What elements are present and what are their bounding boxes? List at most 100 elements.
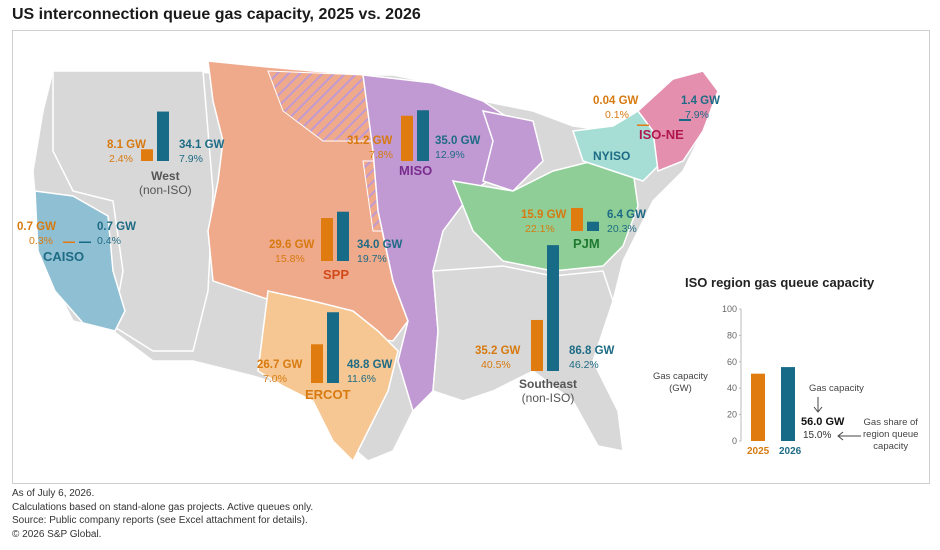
us-map: [13, 31, 929, 483]
legend-year-2026: 2026: [779, 446, 802, 457]
legend-arrow-capacity: [813, 397, 823, 413]
miso-pct-2026: 12.9%: [435, 149, 465, 161]
ercot-gw-2026: 48.8 GW: [347, 359, 393, 371]
spp-gw-2025: 29.6 GW: [269, 239, 315, 251]
west-pct-2025: 2.4%: [109, 153, 133, 165]
spp-gw-2026: 34.0 GW: [357, 239, 403, 251]
southeast-pct-2026: 46.2%: [569, 359, 599, 371]
footer-line-4: © 2026 S&P Global.: [12, 528, 102, 540]
bar-pjm-2025: [571, 207, 583, 231]
west-pct-2026: 7.9%: [179, 153, 203, 165]
map-frame: 8.1 GW 2.4% 34.1 GW 7.9% West (non-ISO) …: [12, 30, 930, 484]
legend-title: ISO region gas queue capacity: [685, 275, 875, 290]
spp-pct-2026: 19.7%: [357, 253, 387, 265]
bar-layer: [63, 110, 691, 383]
footer-line-1: As of July 6, 2026.: [12, 488, 95, 499]
bar-ercot-2025: [311, 344, 323, 383]
bar-caiso-2025: [63, 241, 75, 243]
caiso-gw-2026: 0.7 GW: [97, 221, 136, 233]
bar-nyiso-2025: [637, 124, 649, 126]
region-label-southeast: Southeast (non-ISO): [519, 377, 577, 405]
legend-tick-100: 100: [722, 304, 737, 314]
west-name-line2: (non-ISO): [139, 183, 192, 197]
bar-pjm-2026: [587, 221, 599, 231]
legend-annot-capacity: Gas capacity: [809, 383, 864, 394]
ercot-gw-2025: 26.7 GW: [257, 359, 303, 371]
pjm-gw-2026: 6.4 GW: [607, 209, 646, 221]
miso-gw-2026: 35.0 GW: [435, 135, 481, 147]
southeast-pct-2025: 40.5%: [481, 359, 511, 371]
southeast-gw-2026: 86.8 GW: [569, 345, 615, 357]
west-gw-2025: 8.1 GW: [107, 139, 146, 151]
ercot-pct-2025: 7.0%: [263, 373, 287, 385]
bar-caiso-2026: [79, 241, 91, 243]
caiso-gw-2025: 0.7 GW: [17, 221, 56, 233]
nyiso-pct-2025: 0.1%: [605, 109, 629, 121]
region-west-shape: [52, 70, 214, 352]
footer-line-3: Source: Public company reports (see Exce…: [12, 515, 308, 526]
pjm-gw-2025: 15.9 GW: [521, 209, 567, 221]
legend-axis-title: Gas capacity (GW): [653, 371, 708, 395]
legend-example-gw: 56.0 GW: [801, 416, 845, 428]
legend-annot-share: Gas share of region queue capacity: [863, 417, 918, 453]
isone-gw-2026: 1.4 GW: [681, 95, 720, 107]
legend-tick-0: 0: [732, 436, 737, 446]
legend-bar-2025: [751, 373, 765, 441]
region-isone-shape: [636, 70, 719, 173]
southeast-name-line2: (non-ISO): [521, 391, 575, 405]
region-caiso-shape: [34, 190, 126, 332]
bar-isone-2026: [679, 118, 691, 121]
bar-miso-2026: [417, 110, 429, 161]
bar-west-2026: [157, 111, 169, 161]
legend-tick-40: 40: [727, 383, 737, 393]
caiso-pct-2026: 0.4%: [97, 235, 121, 247]
region-label-west: West (non-ISO): [139, 169, 192, 197]
bar-spp-2025: [321, 218, 333, 261]
pjm-pct-2026: 20.3%: [607, 223, 637, 235]
legend-axis-title-line2: (GW): [669, 383, 692, 394]
bar-southeast-2025: [531, 319, 543, 371]
legend-example-pct: 15.0%: [803, 430, 832, 441]
legend-chart: 100 80 60 40 20 0: [722, 304, 861, 446]
legend-annot-share-line1: Gas share of: [863, 417, 918, 428]
chart-title: US interconnection queue gas capacity, 2…: [12, 6, 421, 23]
bar-spp-2026: [337, 211, 349, 261]
miso-pct-2025: 7.8%: [369, 149, 393, 161]
legend-tick-80: 80: [727, 330, 737, 340]
footer-notes: As of July 6, 2026. Calculations based o…: [12, 487, 313, 541]
legend-tick-60: 60: [727, 357, 737, 367]
legend-annot-share-line2: region queue: [863, 429, 919, 440]
spp-pct-2025: 15.8%: [275, 253, 305, 265]
region-label-isone: ISO-NE: [639, 127, 684, 142]
bar-west-2025: [141, 149, 153, 161]
region-label-nyiso: NYISO: [593, 149, 631, 163]
region-label-spp: SPP: [323, 267, 350, 282]
legend-year-2025: 2025: [747, 446, 770, 457]
legend-tick-20: 20: [727, 410, 737, 420]
spp-miso-overlap: [267, 70, 374, 142]
legend-bar-2026: [781, 367, 795, 441]
legend-annot-share-line3: capacity: [873, 441, 909, 452]
legend-axis-title-line1: Gas capacity: [653, 371, 708, 382]
region-label-pjm: PJM: [573, 236, 600, 251]
miso-gw-2025: 31.2 GW: [347, 135, 393, 147]
pjm-pct-2025: 22.1%: [525, 223, 555, 235]
west-gw-2026: 34.1 GW: [179, 139, 225, 151]
bar-southeast-2026: [547, 245, 559, 371]
bar-ercot-2026: [327, 312, 339, 383]
ercot-pct-2026: 11.6%: [347, 373, 376, 385]
southeast-gw-2025: 35.2 GW: [475, 345, 521, 357]
legend-arrow-share: [837, 431, 861, 441]
region-southeast-shape: [432, 265, 624, 452]
region-pjm-shape: [451, 160, 639, 272]
region-label-caiso: CAISO: [43, 249, 85, 264]
footer-line-2: Calculations based on stand-alone gas pr…: [12, 501, 314, 513]
region-label-ercot: ERCOT: [305, 387, 351, 402]
isone-pct-2026: 7.9%: [685, 109, 709, 121]
bar-miso-2025: [401, 115, 413, 161]
west-name-line1: West: [151, 169, 180, 183]
region-label-miso: MISO: [399, 163, 433, 178]
southeast-name-line1: Southeast: [519, 377, 578, 391]
caiso-pct-2025: 0.3%: [29, 235, 53, 247]
nyiso-gw-2025: 0.04 GW: [593, 95, 639, 107]
